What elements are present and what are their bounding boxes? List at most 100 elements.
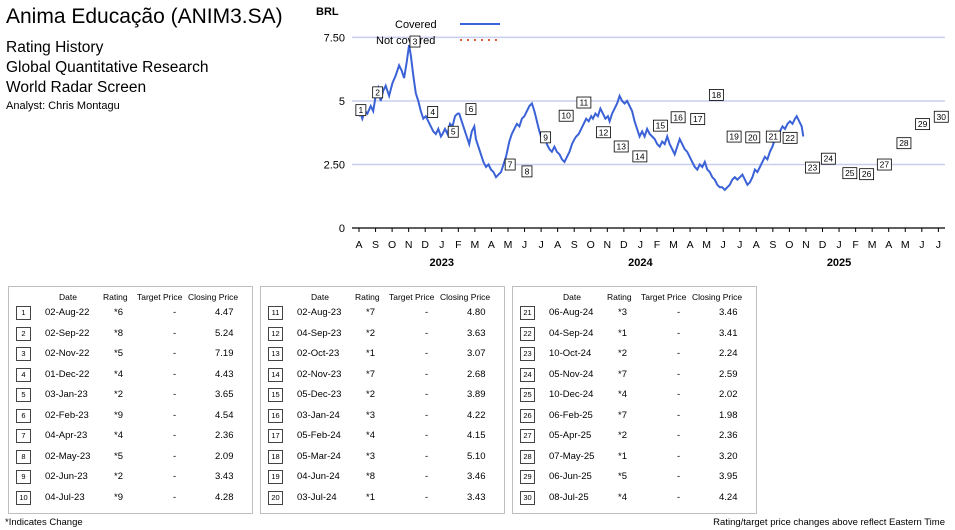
cell-rating: *4: [618, 491, 627, 503]
rating-marker: 13: [613, 140, 629, 153]
rating-marker-box: [613, 140, 629, 153]
year-label: 2025: [827, 257, 851, 269]
cell-date: 01-Dec-22: [45, 368, 90, 380]
cell-num: 6: [16, 408, 31, 423]
month-label: M: [504, 239, 513, 251]
month-label: A: [554, 239, 561, 251]
cell-rating: *7: [366, 368, 375, 380]
month-label: J: [522, 239, 527, 251]
rating-marker: 25: [842, 167, 858, 180]
cell-closing: 4.43: [215, 368, 234, 380]
cell-rating: *1: [366, 491, 375, 503]
cell-closing: 4.24: [719, 491, 738, 503]
rating-marker-box: [933, 110, 949, 123]
rating-marker-box: [765, 130, 781, 143]
rating-marker-label: 2: [375, 87, 380, 97]
rating-marker-label: 4: [430, 107, 435, 117]
cell-closing: 3.46: [719, 307, 738, 318]
rating-marker-label: 6: [469, 104, 474, 114]
cell-num: 10: [16, 490, 31, 505]
cell-target: -: [425, 491, 429, 503]
month-label: F: [852, 239, 858, 251]
cell-date: 04-Jun-24: [297, 471, 340, 482]
table-header: Date Rating Target Price Closing Price: [9, 292, 252, 304]
cell-rating: *1: [366, 348, 375, 359]
cell-closing: 2.59: [719, 368, 738, 380]
table-row: 30 08-Jul-25 *4 - 4.24: [513, 490, 756, 508]
cell-date: 03-Jan-24: [297, 409, 340, 421]
table-row: 21 06-Aug-24 *3 - 3.46: [513, 305, 756, 323]
x-axis: A S O N D J F M A M J J A S O N D J F M A M J J A S O N D J F M A M J J2023…: [355, 228, 941, 269]
month-label: O: [587, 239, 595, 251]
company-title: Anima Educação (ANIM3.SA): [6, 5, 283, 28]
rating-marker-label: 27: [880, 160, 890, 170]
cell-closing: 2.09: [215, 450, 234, 462]
cell-num: 3: [16, 347, 31, 361]
cell-target: -: [677, 389, 681, 400]
month-label: M: [868, 239, 877, 251]
cell-closing: 4.22: [467, 409, 486, 421]
rating-marker: 5: [447, 125, 459, 138]
rating-marker: 16: [670, 111, 686, 124]
y-axis: 0 2.50 5 7.50: [324, 32, 945, 235]
rating-marker: 14: [632, 150, 648, 163]
cell-num: 7: [16, 429, 31, 443]
rating-marker-label: 29: [918, 119, 928, 129]
cell-rating: *2: [366, 327, 375, 339]
rating-marker-label: 22: [785, 133, 795, 143]
rating-marker-box: [504, 158, 516, 171]
rating-marker: 22: [782, 131, 798, 144]
rating-marker-box: [447, 125, 459, 138]
cell-closing: 4.47: [215, 307, 234, 318]
header-target: Target Price: [137, 292, 183, 302]
cell-target: -: [677, 409, 681, 421]
rating-marker: 26: [859, 168, 875, 181]
cell-closing: 2.36: [215, 430, 234, 441]
cell-num: 18: [268, 449, 283, 464]
cell-num: 12: [268, 326, 283, 341]
cell-date: 05-Mar-24: [297, 450, 341, 462]
cell-target: -: [677, 450, 681, 462]
cell-date: 05-Feb-24: [297, 430, 341, 441]
year-label: 2023: [430, 257, 454, 269]
header-rating: Rating: [355, 292, 380, 302]
legend-covered-label: Covered: [395, 19, 437, 31]
footnote-change: *Indicates Change: [5, 517, 83, 528]
table-row: 8 02-May-23 *5 - 2.09: [9, 449, 252, 467]
rating-marker-label: 10: [561, 111, 571, 121]
cell-num: 26: [520, 408, 535, 423]
cell-closing: 2.36: [719, 430, 738, 441]
table-row: 27 05-Apr-25 *2 - 2.36: [513, 428, 756, 446]
cell-num: 22: [520, 326, 535, 341]
rating-marker-box: [427, 106, 439, 118]
cell-closing: 5.24: [215, 327, 234, 339]
cell-closing: 3.07: [467, 348, 486, 359]
rating-marker: 21: [765, 130, 781, 143]
rating-marker: 15: [652, 119, 668, 132]
rating-marker-box: [558, 109, 574, 122]
rating-marker-box: [726, 130, 742, 143]
table-row: 6 02-Feb-23 *9 - 4.54: [9, 408, 252, 426]
cell-num: 29: [520, 470, 535, 484]
cell-target: -: [425, 368, 429, 380]
cell-closing: 3.41: [719, 327, 738, 339]
cell-date: 02-Aug-22: [45, 307, 90, 318]
cell-closing: 2.24: [719, 348, 738, 359]
rating-marker: 30: [933, 110, 949, 123]
cell-closing: 3.89: [467, 389, 486, 400]
month-label: A: [885, 239, 892, 251]
rating-marker-label: 30: [937, 112, 947, 122]
rating-marker-box: [915, 118, 931, 131]
rating-marker: 17: [690, 113, 706, 125]
cell-target: -: [677, 430, 681, 441]
cell-date: 04-Sep-24: [549, 327, 594, 339]
rating-history-label: Rating History: [6, 39, 104, 56]
cell-closing: 3.20: [719, 450, 738, 462]
table-row: 14 02-Nov-23 *7 - 2.68: [261, 367, 504, 385]
cell-rating: *4: [114, 430, 123, 441]
table-row: 29 06-Jun-25 *5 - 3.95: [513, 469, 756, 487]
cell-target: -: [425, 409, 429, 421]
header-target: Target Price: [641, 292, 687, 302]
rating-marker-label: 20: [748, 132, 758, 142]
cell-target: -: [425, 327, 429, 339]
